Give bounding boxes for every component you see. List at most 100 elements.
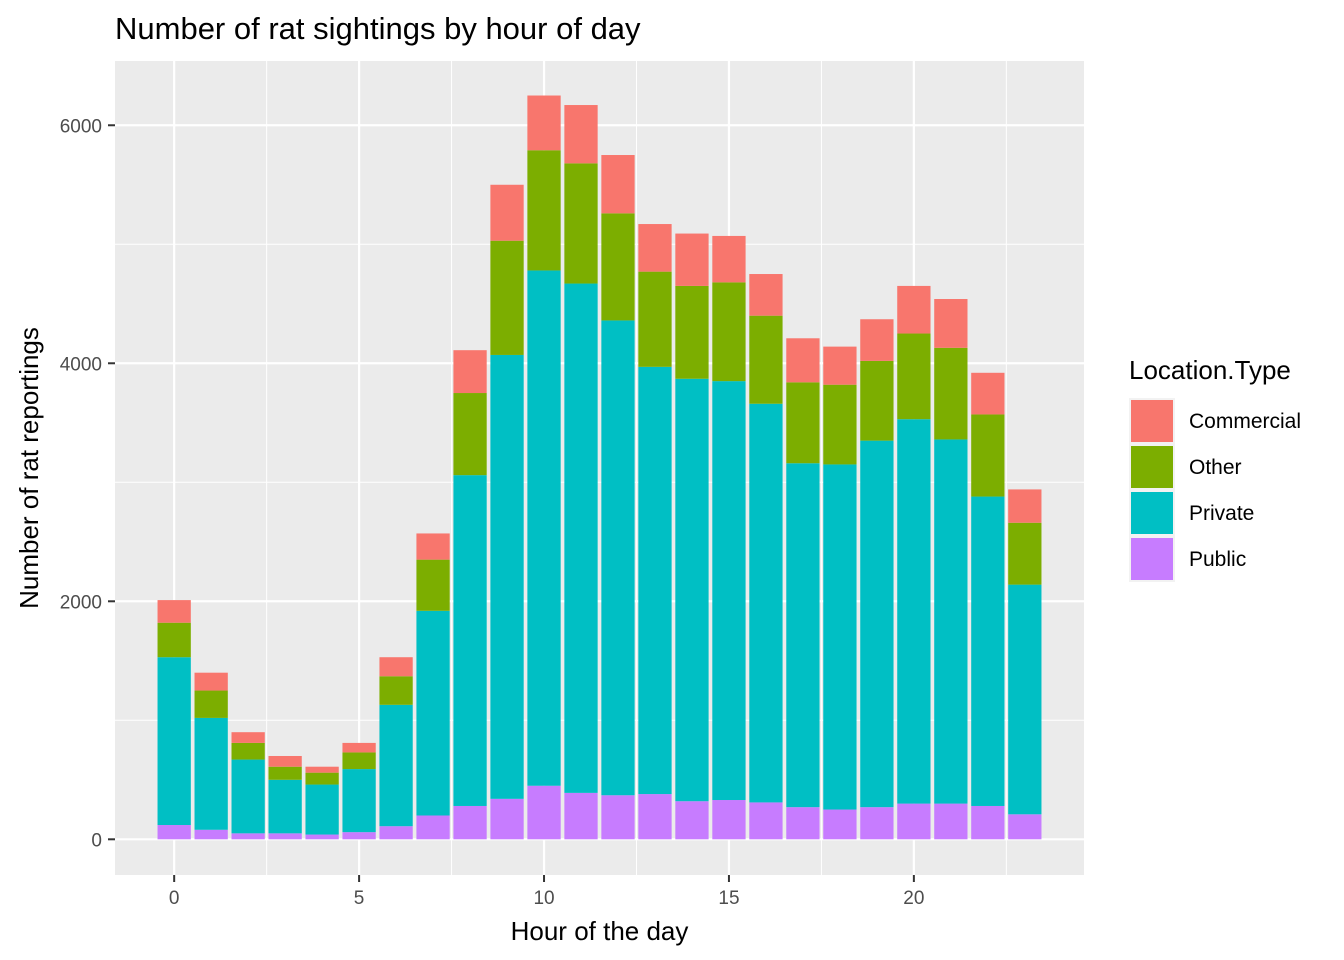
bar-other-hour-10 xyxy=(527,150,561,271)
bar-public-hour-7 xyxy=(416,815,450,840)
legend-swatch-public xyxy=(1131,538,1173,580)
bar-commercial-hour-23 xyxy=(1008,489,1042,523)
bar-private-hour-7 xyxy=(416,610,450,816)
bar-commercial-hour-7 xyxy=(416,533,450,560)
bar-commercial-hour-13 xyxy=(638,224,672,272)
legend-label-other: Other xyxy=(1189,456,1242,479)
bar-public-hour-13 xyxy=(638,794,672,840)
bar-public-hour-18 xyxy=(823,809,857,840)
x-axis-title: Hour of the day xyxy=(511,916,689,946)
legend-title: Location.Type xyxy=(1129,355,1291,385)
bar-other-hour-9 xyxy=(490,240,524,355)
bar-commercial-hour-3 xyxy=(268,755,302,767)
bar-private-hour-4 xyxy=(305,784,339,835)
legend-items: Commercial Other Private Public xyxy=(1129,398,1301,582)
bar-other-hour-23 xyxy=(1008,522,1042,585)
x-tick-label: 20 xyxy=(903,888,924,909)
y-tick-label: 0 xyxy=(91,830,102,851)
bar-private-hour-13 xyxy=(638,366,672,795)
bar-other-hour-15 xyxy=(712,282,746,382)
bar-commercial-hour-0 xyxy=(157,600,191,623)
bar-other-hour-8 xyxy=(453,393,487,476)
y-tick-label: 2000 xyxy=(60,592,102,613)
bar-private-hour-22 xyxy=(971,496,1005,806)
bar-public-hour-11 xyxy=(564,792,598,840)
bar-commercial-hour-11 xyxy=(564,105,598,164)
bar-commercial-hour-8 xyxy=(453,350,487,394)
x-tick-label: 10 xyxy=(533,888,554,909)
bar-commercial-hour-4 xyxy=(305,766,339,773)
bar-private-hour-10 xyxy=(527,270,561,786)
x-tick-label: 15 xyxy=(718,888,739,909)
bar-other-hour-1 xyxy=(194,690,228,718)
bar-commercial-hour-1 xyxy=(194,672,228,691)
bar-private-hour-2 xyxy=(231,759,265,834)
bar-commercial-hour-9 xyxy=(490,184,524,241)
bar-commercial-hour-10 xyxy=(527,95,561,151)
bar-private-hour-15 xyxy=(712,381,746,801)
x-tick-label: 5 xyxy=(354,888,365,909)
bar-private-hour-18 xyxy=(823,464,857,810)
legend-swatch-commercial xyxy=(1131,400,1173,442)
bar-other-hour-17 xyxy=(786,382,820,464)
bar-other-hour-22 xyxy=(971,414,1005,497)
bar-public-hour-1 xyxy=(194,829,228,840)
bar-other-hour-3 xyxy=(268,766,302,780)
bars xyxy=(157,95,1042,840)
bar-private-hour-19 xyxy=(860,440,894,808)
bar-private-hour-14 xyxy=(675,378,709,802)
bar-commercial-hour-15 xyxy=(712,235,746,283)
bar-public-hour-14 xyxy=(675,801,709,840)
legend-swatch-private xyxy=(1131,492,1173,534)
bar-other-hour-21 xyxy=(934,347,968,440)
bar-private-hour-16 xyxy=(749,403,783,803)
x-tick-label: 0 xyxy=(169,888,180,909)
bar-public-hour-15 xyxy=(712,800,746,840)
bar-private-hour-8 xyxy=(453,475,487,806)
bar-public-hour-10 xyxy=(527,785,561,840)
bar-commercial-hour-19 xyxy=(860,319,894,361)
bar-other-hour-5 xyxy=(342,752,376,770)
bar-other-hour-19 xyxy=(860,360,894,441)
bar-commercial-hour-20 xyxy=(897,285,931,334)
bar-public-hour-3 xyxy=(268,833,302,840)
bar-public-hour-21 xyxy=(934,803,968,840)
bar-private-hour-17 xyxy=(786,463,820,808)
bar-other-hour-12 xyxy=(601,213,635,321)
legend-label-private: Private xyxy=(1189,502,1254,525)
bar-other-hour-14 xyxy=(675,285,709,379)
bar-private-hour-12 xyxy=(601,320,635,796)
bar-commercial-hour-17 xyxy=(786,338,820,383)
bar-commercial-hour-12 xyxy=(601,155,635,214)
bar-commercial-hour-22 xyxy=(971,372,1005,415)
bar-commercial-hour-16 xyxy=(749,274,783,316)
bar-commercial-hour-6 xyxy=(379,657,413,677)
legend-label-commercial: Commercial xyxy=(1189,410,1301,433)
bar-public-hour-17 xyxy=(786,807,820,840)
bar-commercial-hour-18 xyxy=(823,346,857,385)
bar-public-hour-20 xyxy=(897,803,931,840)
bar-other-hour-2 xyxy=(231,742,265,760)
bar-public-hour-4 xyxy=(305,834,339,840)
legend-swatch-other xyxy=(1131,446,1173,488)
bar-public-hour-22 xyxy=(971,805,1005,840)
bar-public-hour-16 xyxy=(749,802,783,840)
bar-other-hour-0 xyxy=(157,622,191,658)
bar-commercial-hour-5 xyxy=(342,742,376,753)
bar-other-hour-13 xyxy=(638,271,672,367)
bar-other-hour-6 xyxy=(379,676,413,705)
bar-private-hour-0 xyxy=(157,657,191,826)
bar-other-hour-7 xyxy=(416,559,450,611)
bar-private-hour-3 xyxy=(268,779,302,834)
bar-other-hour-11 xyxy=(564,163,598,284)
bar-commercial-hour-2 xyxy=(231,732,265,743)
bar-public-hour-23 xyxy=(1008,814,1042,840)
bar-private-hour-5 xyxy=(342,769,376,833)
bar-public-hour-5 xyxy=(342,832,376,840)
y-tick-label: 6000 xyxy=(60,116,102,137)
bar-public-hour-9 xyxy=(490,798,524,840)
bar-public-hour-19 xyxy=(860,807,894,840)
bar-public-hour-12 xyxy=(601,795,635,840)
bar-public-hour-6 xyxy=(379,826,413,840)
